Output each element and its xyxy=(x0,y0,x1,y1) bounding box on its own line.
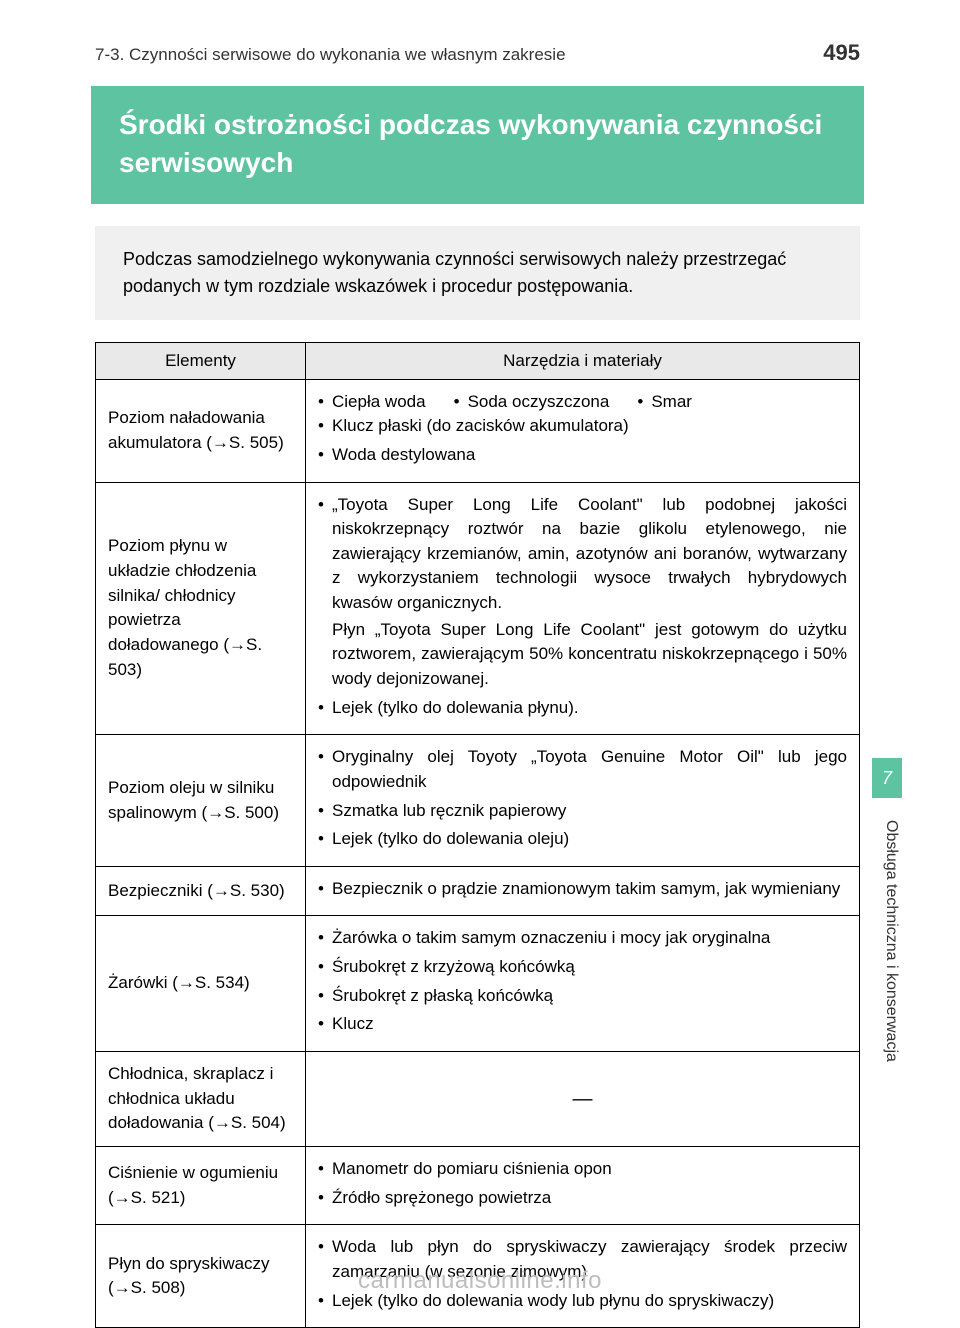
list-item: Źródło sprężonego powietrza xyxy=(318,1186,847,1211)
list-item: „Toyota Super Long Life Coolant" lub pod… xyxy=(318,493,847,692)
table-row: Poziom naładowania akumulatora (→S. 505)… xyxy=(96,379,860,482)
page-header: 7-3. Czynności serwisowe do wykonania we… xyxy=(95,40,860,66)
list-item: Żarówka o takim samym oznaczeniu i mocy … xyxy=(318,926,847,951)
list-item: Bezpiecznik o prądzie znamionowym takim … xyxy=(318,877,847,902)
sub-note: Płyn „Toyota Super Long Life Coolant" je… xyxy=(332,618,847,692)
tools-cell: Bezpiecznik o prądzie znamionowym takim … xyxy=(306,866,860,916)
element-cell: Poziom oleju w silniku spalinowym (→S. 5… xyxy=(96,735,306,867)
list-item: Śrubokręt z płaską końcówką xyxy=(318,984,847,1009)
element-cell: Żarówki (→S. 534) xyxy=(96,916,306,1052)
element-cell: Bezpieczniki (→S. 530) xyxy=(96,866,306,916)
section-label: 7-3. Czynności serwisowe do wykonania we… xyxy=(95,45,793,65)
table-row: Ciśnienie w ogumieniu (→S. 521)Manometr … xyxy=(96,1146,860,1224)
col-header-elements: Elementy xyxy=(96,342,306,379)
intro-text: Podczas samodzielnego wykonywania czynno… xyxy=(95,226,860,320)
element-cell: Poziom płynu w układzie chłodzenia silni… xyxy=(96,482,306,735)
list-item: Szmatka lub ręcznik papierowy xyxy=(318,799,847,824)
col-header-tools: Narzędzia i materiały xyxy=(306,342,860,379)
chapter-tab: 7 xyxy=(872,758,902,798)
tools-cell: Manometr do pomiaru ciśnienia opon Źródło… xyxy=(306,1146,860,1224)
tools-cell: Oryginalny olej Toyoty „Toyota Genuine M… xyxy=(306,735,860,867)
element-cell: Ciśnienie w ogumieniu (→S. 521) xyxy=(96,1146,306,1224)
table-row: Chłodnica, skraplacz i chłodnica układu … xyxy=(96,1052,860,1147)
tools-cell: Ciepła woda Soda oczyszczona SmarKlucz pła… xyxy=(306,379,860,482)
tools-cell: Żarówka o takim samym oznaczeniu i mocy … xyxy=(306,916,860,1052)
element-cell: Płyn do spryskiwaczy (→S. 508) xyxy=(96,1225,306,1328)
list-item: Oryginalny olej Toyoty „Toyota Genuine M… xyxy=(318,745,847,794)
list-item: Lejek (tylko do dolewania płynu). xyxy=(318,696,847,721)
chapter-side-label: Obsługa techniczna i konserwacja xyxy=(876,820,900,1200)
tools-cell: — xyxy=(306,1052,860,1147)
element-cell: Chłodnica, skraplacz i chłodnica układu … xyxy=(96,1052,306,1147)
page-number: 495 xyxy=(823,40,860,66)
tools-cell: „Toyota Super Long Life Coolant" lub pod… xyxy=(306,482,860,735)
list-item: Manometr do pomiaru ciśnienia opon xyxy=(318,1157,847,1182)
list-item: Lejek (tylko do dolewania oleju) xyxy=(318,827,847,852)
table-row: Poziom oleju w silniku spalinowym (→S. 5… xyxy=(96,735,860,867)
list-item: Woda destylowana xyxy=(318,443,847,468)
list-item: Smar xyxy=(637,390,692,415)
table-row: Bezpieczniki (→S. 530) Bezpiecznik o prąd… xyxy=(96,866,860,916)
list-item: Klucz xyxy=(318,1012,847,1037)
list-item: Klucz płaski (do zacisków akumulatora) xyxy=(318,414,847,439)
table-row: Poziom płynu w układzie chłodzenia silni… xyxy=(96,482,860,735)
footer-watermark: carmanualsonline.info xyxy=(358,1267,602,1295)
list-item: Śrubokręt z krzyżową końcówką xyxy=(318,955,847,980)
list-item: Soda oczyszczona xyxy=(454,390,610,415)
table-row: Żarówki (→S. 534) Żarówka o takim samym o… xyxy=(96,916,860,1052)
list-item: Ciepła woda xyxy=(318,390,426,415)
element-cell: Poziom naładowania akumulatora (→S. 505) xyxy=(96,379,306,482)
materials-table: Elementy Narzędzia i materiały Poziom na… xyxy=(95,342,860,1328)
page-title: Środki ostrożności podczas wykonywania c… xyxy=(91,86,864,204)
